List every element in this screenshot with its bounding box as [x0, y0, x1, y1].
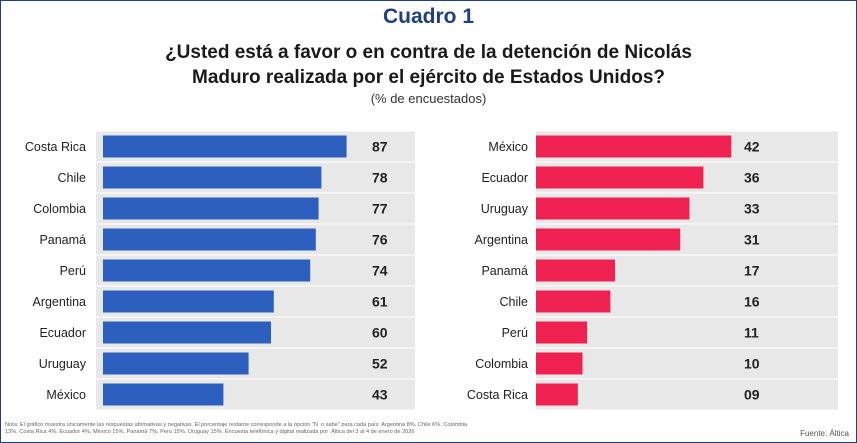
favor-category-label: Costa Rica: [25, 140, 86, 154]
favor-category-label: Colombia: [33, 202, 86, 216]
contra-value-label: 09: [744, 387, 760, 403]
contra-bar: [536, 197, 690, 220]
favor-bar: [103, 166, 322, 189]
favor-value-label: 78: [372, 170, 388, 186]
contra-bar: [536, 352, 583, 375]
favor-bar: [103, 228, 316, 251]
chart-title-line-2: Maduro realizada por el ejército de Esta…: [192, 67, 665, 88]
favor-bar: [103, 197, 319, 220]
favor-category-label: Perú: [60, 264, 86, 278]
favor-bar: [103, 259, 311, 282]
contra-row-background: [536, 348, 838, 379]
favor-bar: [103, 290, 274, 313]
contra-value-label: 10: [744, 356, 760, 372]
contra-category-label: Chile: [500, 295, 529, 309]
figure-label: Cuadro 1: [382, 5, 474, 28]
contra-bar: [536, 290, 611, 313]
contra-panel: México 42 Ecuador 36 Uruguay 33 Argentina 31 Pan…: [467, 131, 838, 410]
contra-value-label: 42: [744, 139, 760, 155]
chart-title-line-1: ¿Usted está a favor o en contra de la de…: [165, 42, 692, 63]
favor-bar: [103, 352, 249, 375]
favor-bar: [103, 135, 347, 158]
contra-value-label: 36: [744, 170, 760, 186]
contra-bar: [536, 228, 681, 251]
contra-category-label: Uruguay: [481, 202, 529, 216]
footnote-line-1: Nota: El gráfico muestra únicamente las …: [5, 422, 467, 428]
contra-bar: [536, 166, 704, 189]
contra-category-label: Ecuador: [481, 171, 528, 185]
favor-bar: [103, 383, 224, 406]
favor-value-label: 74: [372, 263, 388, 279]
contra-value-label: 31: [744, 232, 760, 248]
contra-category-label: Panamá: [481, 264, 528, 278]
chart-subtitle: (% de encuestados): [370, 91, 487, 106]
contra-bar: [536, 135, 732, 158]
favor-category-label: México: [46, 388, 86, 402]
favor-category-label: Panamá: [39, 233, 86, 247]
favor-panel: Costa Rica 87 Chile 78 Colombia 77 Panamá 76 Per…: [25, 131, 415, 410]
favor-value-label: 76: [372, 232, 388, 248]
contra-category-label: Costa Rica: [467, 388, 528, 402]
contra-value-label: 16: [744, 294, 760, 310]
favor-bar: [103, 321, 271, 344]
contra-bar: [536, 259, 616, 282]
favor-category-label: Chile: [58, 171, 87, 185]
footnote-line-2: 13%, Costa Rica 4%, Ecuador 4%, México 1…: [5, 429, 415, 435]
contra-category-label: Perú: [502, 326, 528, 340]
favor-category-label: Ecuador: [39, 326, 86, 340]
contra-category-label: Argentina: [474, 233, 528, 247]
favor-value-label: 87: [372, 139, 388, 155]
chart-title: ¿Usted está a favor o en contra de la de…: [100, 40, 757, 90]
favor-value-label: 52: [372, 356, 388, 372]
favor-value-label: 60: [372, 325, 388, 341]
favor-category-label: Uruguay: [39, 357, 87, 371]
contra-row-background: [536, 379, 838, 410]
favor-value-label: 77: [372, 201, 388, 217]
contra-bar: [536, 321, 588, 344]
favor-value-label: 61: [372, 294, 388, 310]
contra-category-label: Colombia: [475, 357, 528, 371]
contra-category-label: México: [488, 140, 528, 154]
source-label: Fuente: Áltica: [800, 429, 849, 438]
contra-value-label: 33: [744, 201, 760, 217]
footnote: Nota: El gráfico muestra únicamente las …: [5, 422, 530, 436]
contra-value-label: 17: [744, 263, 760, 279]
contra-value-label: 11: [744, 325, 759, 341]
favor-value-label: 43: [372, 387, 388, 403]
favor-category-label: Argentina: [32, 295, 86, 309]
contra-bar: [536, 383, 578, 406]
